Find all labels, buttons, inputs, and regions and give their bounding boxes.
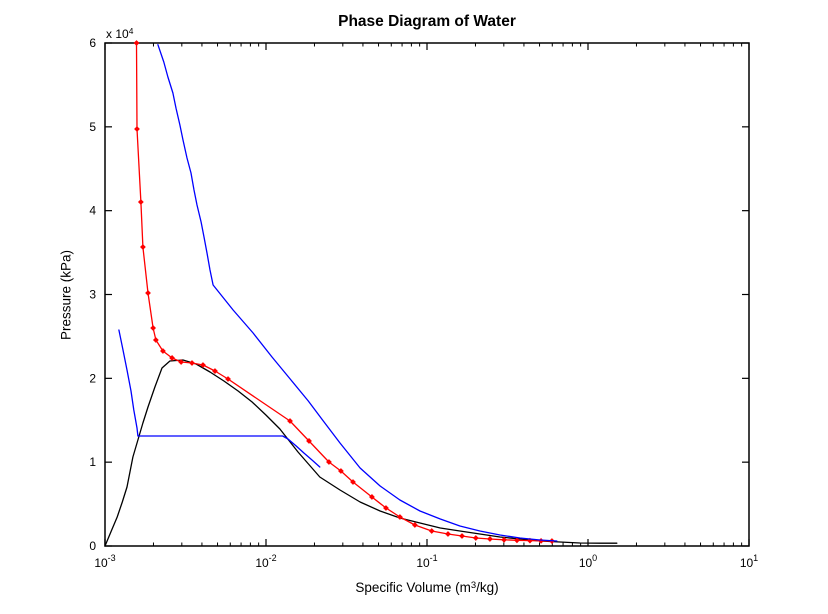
marker-critical-isotherm	[178, 359, 185, 365]
y-tick-label: 0	[89, 539, 96, 553]
x-tick-label: 101	[740, 553, 758, 570]
series-critical-isotherm	[135, 42, 553, 542]
axes-box	[104, 42, 750, 547]
y-tick-label: 5	[89, 120, 96, 134]
marker-critical-isotherm	[152, 337, 159, 343]
marker-critical-isotherm	[150, 325, 157, 331]
y-tick-label: 2	[89, 371, 96, 385]
marker-critical-isotherm	[369, 494, 375, 500]
x-axis-label-superscript: 3	[470, 580, 477, 591]
chart-title: Phase Diagram of Water	[338, 13, 516, 30]
marker-critical-isotherm	[212, 368, 218, 374]
marker-critical-isotherm	[350, 479, 356, 485]
series-subcritical-isotherm	[118, 329, 321, 468]
marker-critical-isotherm	[383, 505, 389, 511]
marker-critical-isotherm	[287, 418, 293, 424]
marker-critical-isotherm	[411, 522, 418, 528]
marker-critical-isotherm	[397, 514, 403, 520]
marker-critical-isotherm	[445, 531, 451, 537]
marker-critical-isotherm	[514, 537, 520, 544]
marker-critical-isotherm	[338, 468, 344, 474]
marker-critical-isotherm	[306, 438, 312, 444]
y-tick-label: 3	[89, 288, 96, 302]
marker-critical-isotherm	[428, 528, 435, 534]
marker-critical-isotherm	[501, 536, 507, 543]
x-tick-label: 100	[579, 553, 597, 570]
marker-critical-isotherm	[459, 533, 465, 539]
marker-critical-isotherm	[538, 537, 544, 544]
y-axis-exponent-label: x 104	[106, 26, 133, 41]
y-tick-label: 4	[89, 204, 96, 218]
y-axis-exponent-base: x 10	[106, 27, 129, 41]
marker-critical-isotherm	[145, 290, 151, 296]
x-tick-label: 10-3	[94, 553, 115, 570]
marker-critical-isotherm	[225, 376, 231, 382]
marker-critical-isotherm	[169, 355, 175, 361]
x-tick-label: 10-2	[255, 553, 276, 570]
marker-critical-isotherm	[140, 244, 146, 250]
marker-critical-isotherm	[137, 199, 144, 205]
y-tick-label: 6	[89, 36, 96, 50]
x-tick-label: 10-1	[416, 553, 437, 570]
y-tick-label: 1	[89, 455, 96, 469]
y-axis-label: Pressure (kPa)	[58, 249, 74, 341]
marker-critical-isotherm	[134, 126, 140, 132]
x-axis-label-unit: /kg)	[476, 580, 499, 595]
marker-critical-isotherm	[133, 40, 140, 46]
marker-critical-isotherm	[487, 536, 493, 542]
marker-critical-isotherm	[189, 360, 195, 366]
series-saturation-dome	[104, 359, 618, 547]
marker-critical-isotherm	[326, 459, 332, 465]
marker-critical-isotherm	[160, 348, 166, 354]
x-axis-label-text: Specific Volume (m	[355, 580, 471, 595]
series-supercritical-isotherm	[157, 44, 558, 542]
y-axis-exponent-superscript: 4	[128, 26, 134, 36]
x-axis-label: Specific Volume (m3/kg)	[105, 580, 749, 595]
marker-critical-isotherm	[472, 535, 479, 541]
marker-critical-isotherm	[200, 362, 206, 368]
